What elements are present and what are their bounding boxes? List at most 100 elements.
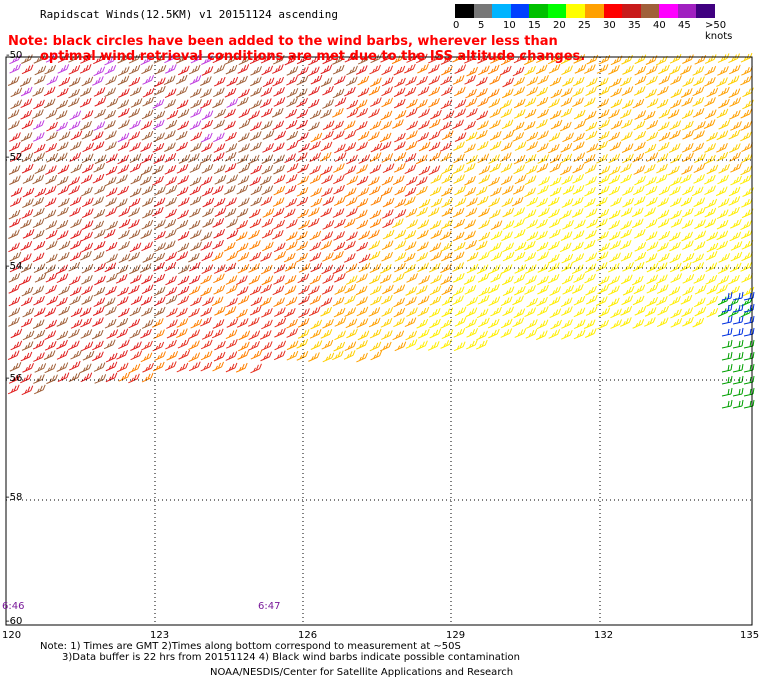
wind-barb <box>478 165 491 175</box>
wind-barb <box>261 185 274 196</box>
wind-barb <box>559 242 572 253</box>
wind-barb <box>368 307 381 317</box>
wind-barb <box>152 164 164 175</box>
wind-barb <box>320 141 333 152</box>
wind-barb <box>274 130 287 141</box>
legend-swatch <box>566 4 586 18</box>
legend-unit: >50 knots <box>705 20 733 42</box>
wind-barb <box>271 107 284 118</box>
wind-barb <box>45 319 58 330</box>
wind-barb <box>572 163 585 174</box>
wind-barb <box>430 229 443 239</box>
wind-barb <box>44 64 56 75</box>
wind-barb <box>188 252 200 263</box>
wind-barb <box>692 86 705 97</box>
wind-barb <box>704 185 716 196</box>
wind-barb <box>525 275 537 285</box>
wind-barb <box>561 253 574 264</box>
wind-barb <box>656 55 668 66</box>
wind-barb <box>622 65 634 75</box>
wind-barb <box>343 253 356 263</box>
wind-barb <box>20 317 33 328</box>
wind-barb <box>706 242 719 253</box>
wind-barb <box>309 241 322 252</box>
wind-barb <box>33 307 46 317</box>
wind-barb <box>440 263 452 274</box>
wind-barb <box>33 374 45 384</box>
wind-barb <box>513 251 526 262</box>
wind-barb <box>382 284 394 295</box>
wind-barb <box>669 231 681 242</box>
wind-barb <box>46 121 58 132</box>
wind-barb <box>154 64 167 75</box>
wind-barb <box>332 88 345 99</box>
wind-barb <box>740 108 753 119</box>
wind-barb <box>45 229 58 240</box>
wind-barb <box>297 163 309 174</box>
wind-barb <box>130 174 143 185</box>
wind-barb <box>141 284 154 295</box>
wind-barb <box>476 110 489 121</box>
wind-barb <box>548 63 561 74</box>
wind-barb <box>226 76 239 87</box>
wind-barb <box>561 274 574 285</box>
wind-barb <box>524 175 537 186</box>
wind-barb <box>81 220 94 230</box>
wind-barb <box>226 229 239 240</box>
wind-barb <box>32 218 45 229</box>
wind-barb <box>214 175 227 185</box>
wind-barb <box>417 86 430 96</box>
wind-barb <box>608 65 620 75</box>
wind-barb <box>537 284 549 295</box>
wind-barb <box>513 308 526 319</box>
y-tick-label: -54 <box>6 261 23 272</box>
wind-barb <box>621 143 634 153</box>
wind-barb <box>128 108 141 118</box>
wind-barb <box>298 263 311 273</box>
wind-barb <box>644 207 656 217</box>
wind-barb <box>380 120 392 131</box>
wind-barb <box>105 372 118 383</box>
wind-barb <box>164 152 177 163</box>
wind-barb <box>658 64 670 75</box>
wind-barb <box>560 297 573 308</box>
wind-barb <box>237 350 250 360</box>
wind-barb <box>440 242 453 252</box>
wind-barb <box>128 284 140 295</box>
wind-barb <box>43 98 56 109</box>
wind-barb <box>117 307 130 318</box>
wind-barb <box>309 329 322 339</box>
wind-barb <box>453 86 466 97</box>
wind-barb <box>572 284 584 294</box>
wind-barb <box>94 185 106 195</box>
wind-barb <box>607 297 620 308</box>
wind-barb <box>286 130 299 141</box>
x-tick-label: 135 <box>740 630 760 641</box>
wind-barb <box>646 283 659 294</box>
wind-barb <box>416 252 429 262</box>
wind-barb <box>488 154 500 164</box>
wind-barb <box>476 87 488 98</box>
wind-barb <box>549 286 561 296</box>
wind-barb <box>646 196 658 207</box>
wind-barb <box>250 164 263 175</box>
wind-barb <box>296 231 308 241</box>
wind-barb <box>68 261 81 272</box>
wind-barb <box>298 219 310 230</box>
wind-barb <box>561 330 573 340</box>
wind-barb <box>728 196 741 206</box>
wind-barb <box>200 307 213 317</box>
wind-barb <box>118 119 130 130</box>
wind-barb <box>8 307 21 317</box>
wind-barb <box>118 88 130 98</box>
wind-barb <box>56 317 69 327</box>
wind-barb <box>224 185 236 195</box>
wind-barb <box>370 196 383 206</box>
wind-barb <box>260 87 273 97</box>
wind-barb <box>502 207 515 218</box>
wind-barb <box>440 75 452 86</box>
wind-barb <box>69 152 82 162</box>
wind-barb <box>597 185 610 196</box>
wind-barb <box>56 297 68 307</box>
wind-barb <box>92 251 105 261</box>
